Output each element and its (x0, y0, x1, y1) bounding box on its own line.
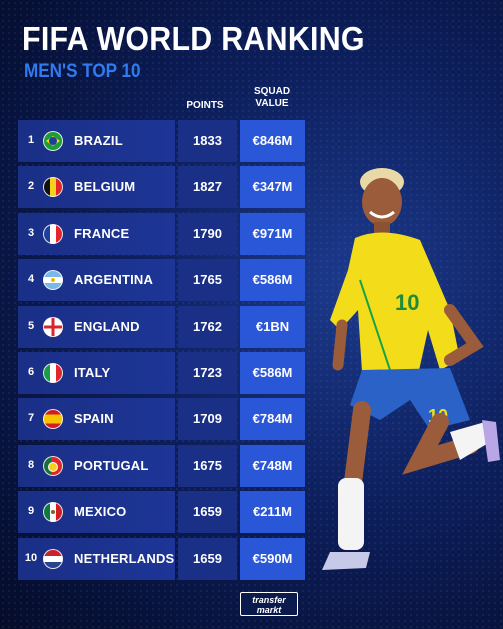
row-points-cell (178, 491, 237, 534)
squad-value: €590M (252, 550, 293, 566)
brazil-flag-icon (43, 131, 63, 151)
rank-number: 9 (27, 505, 35, 518)
points-value: 1723 (193, 364, 222, 380)
column-header-squad-value: SQUAD VALUE (244, 86, 300, 110)
italy-flag-icon (43, 362, 63, 383)
column-header-points: POINTS (186, 100, 224, 111)
svg-text:10: 10 (395, 290, 419, 315)
rank-number: 3 (27, 226, 35, 239)
column-header-squad-value-line1: SQUAD (253, 86, 291, 97)
rank-number: 5 (27, 319, 35, 332)
row-value-cell (240, 444, 305, 487)
table-row: 5 ENGLAND 1762 €1BN (18, 305, 305, 348)
portugal-flag-icon (43, 455, 63, 476)
transfermarkt-logo: transfer markt (240, 592, 298, 616)
squad-value: €971M (252, 225, 293, 241)
row-points-cell (178, 120, 237, 162)
table-row: 2 BELGIUM 1827 €347M (18, 166, 305, 209)
spain-flag-icon (43, 409, 63, 430)
squad-value: €347M (252, 179, 293, 195)
rank-number: 6 (27, 365, 35, 378)
england-flag-icon (43, 316, 63, 337)
table-row: 3 FRANCE 1790 €971M (18, 212, 305, 255)
row-value-cell (240, 491, 305, 534)
squad-value: €586M (252, 364, 293, 380)
country-name: SPAIN (74, 411, 114, 427)
row-value-cell (240, 166, 305, 209)
ranking-table: 1 BRAZIL 1833 €846M 2 BELGIUM 1827 €347M… (18, 120, 305, 584)
country-name: MEXICO (74, 504, 127, 520)
rank-number: 2 (27, 180, 35, 193)
row-points-cell (178, 351, 237, 394)
row-points-cell (178, 398, 237, 441)
table-row: 6 ITALY 1723 €586M (18, 351, 305, 394)
row-points-cell (178, 444, 237, 487)
squad-value: €586M (252, 272, 293, 288)
country-name: BELGIUM (74, 179, 136, 195)
points-value: 1659 (193, 504, 222, 520)
player-illustration: 10 10 (322, 168, 500, 570)
argentina-flag-icon (43, 270, 63, 291)
points-value: 1790 (193, 225, 222, 241)
row-points-cell (178, 212, 237, 255)
table-row: 7 SPAIN 1709 €784M (18, 398, 305, 441)
table-row: 4 ARGENTINA 1765 €586M (18, 259, 305, 302)
points-value: 1762 (193, 318, 222, 334)
row-value-cell (240, 212, 305, 255)
points-value: 1833 (193, 133, 222, 148)
points-value: 1675 (193, 457, 222, 473)
page-title: FIFA WORLD RANKING (22, 20, 365, 57)
column-header-squad-value-line2: VALUE (255, 98, 289, 109)
row-value-cell (240, 305, 305, 348)
mexico-flag-icon (43, 502, 63, 523)
row-value-cell (240, 537, 305, 580)
france-flag-icon (43, 223, 63, 244)
country-name: PORTUGAL (74, 457, 149, 473)
squad-value: €211M (252, 504, 293, 520)
row-points-cell (178, 537, 237, 580)
belgium-flag-icon (43, 177, 63, 198)
rank-number: 10 (24, 551, 38, 564)
table-row: 1 BRAZIL 1833 €846M (18, 120, 305, 162)
points-value: 1827 (193, 179, 222, 195)
squad-value: €748M (252, 457, 293, 473)
country-name: ARGENTINA (74, 272, 154, 288)
row-value-cell (240, 398, 305, 441)
logo-line1: transfer (252, 595, 286, 605)
table-row: 10 NETHERLANDS 1659 €590M (18, 537, 305, 580)
row-points-cell (178, 166, 237, 209)
country-name: NETHERLANDS (74, 550, 175, 566)
rank-number: 1 (27, 134, 35, 146)
squad-value: €784M (252, 411, 293, 427)
country-name: BRAZIL (74, 133, 123, 148)
row-value-cell (240, 351, 305, 394)
squad-value: €1BN (255, 318, 290, 334)
page-subtitle: MEN'S TOP 10 (24, 61, 141, 82)
points-value: 1709 (193, 411, 222, 427)
country-name: ENGLAND (74, 318, 140, 334)
row-points-cell (178, 305, 237, 348)
logo-line2: markt (256, 605, 282, 615)
rank-number: 7 (27, 412, 35, 425)
row-points-cell (178, 259, 237, 302)
table-row: 8 PORTUGAL 1675 €748M (18, 444, 305, 487)
rank-number: 4 (27, 273, 35, 286)
points-value: 1659 (193, 550, 222, 566)
points-value: 1765 (193, 272, 222, 288)
netherlands-flag-icon (43, 548, 63, 569)
squad-value: €846M (252, 133, 293, 148)
country-name: FRANCE (74, 225, 130, 241)
country-name: ITALY (74, 364, 111, 380)
row-value-cell (240, 120, 305, 162)
row-value-cell (240, 259, 305, 302)
table-row: 9 MEXICO 1659 €211M (18, 491, 305, 534)
rank-number: 8 (27, 458, 35, 471)
